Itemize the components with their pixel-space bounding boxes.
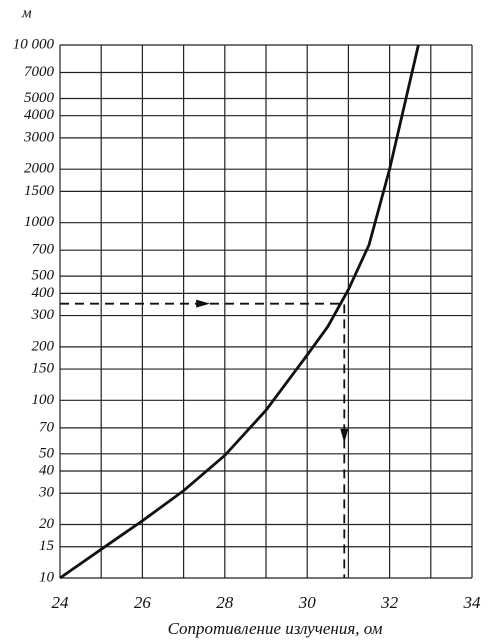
data-line — [59, 44, 420, 580]
y-tick-label: 20 — [39, 516, 55, 532]
y-axis-label: м — [21, 5, 32, 21]
y-tick-label: 70 — [39, 419, 55, 435]
y-tick-label: 150 — [32, 360, 55, 376]
y-tick-label: 400 — [32, 285, 55, 301]
y-tick-label: 3000 — [23, 129, 55, 145]
x-tick-label: 24 — [52, 593, 70, 612]
y-tick-label: 15 — [39, 538, 55, 554]
arrow — [196, 299, 211, 308]
arrow — [340, 428, 349, 443]
y-tick-label: 4000 — [24, 107, 55, 123]
x-tick-label: 32 — [380, 593, 399, 612]
x-tick-label: 34 — [463, 593, 482, 612]
y-tick-label: 7000 — [24, 64, 55, 80]
x-axis-label: Сопротивление излучения, ом — [168, 619, 383, 638]
y-tick-label: 30 — [38, 485, 55, 501]
y-tick-label: 10 000 — [13, 36, 55, 52]
y-tick-label: 300 — [31, 307, 55, 323]
y-tick-label: 5000 — [24, 90, 55, 106]
x-tick-label: 30 — [298, 593, 317, 612]
y-tick-label: 100 — [32, 392, 55, 408]
y-tick-label: 1000 — [24, 214, 55, 230]
y-tick-label: 10 — [39, 569, 55, 585]
x-tick-label: 26 — [134, 593, 152, 612]
y-tick-label: 2000 — [24, 161, 55, 177]
y-tick-label: 500 — [32, 268, 55, 284]
reference-line — [60, 302, 346, 578]
y-tick-label: 1500 — [24, 183, 55, 199]
y-tick-label: 700 — [32, 242, 55, 258]
y-tick-label: 40 — [39, 462, 55, 478]
y-tick-label: 200 — [32, 338, 55, 354]
x-tick-label: 28 — [216, 593, 234, 612]
y-tick-label: 50 — [39, 445, 55, 461]
